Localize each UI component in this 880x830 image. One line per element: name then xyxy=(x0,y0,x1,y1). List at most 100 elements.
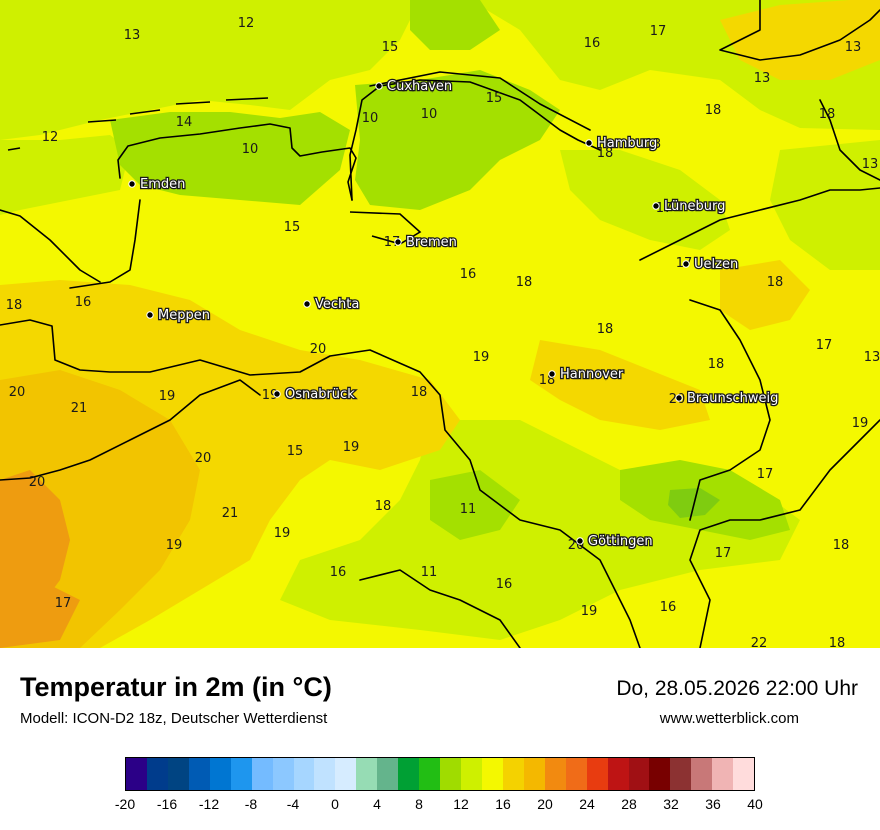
city-marker-vechta: Vechta xyxy=(303,296,361,313)
temperature-value-label: 13 xyxy=(124,28,141,43)
legend-tick-label: 0 xyxy=(331,796,339,812)
temperature-value-label: 17 xyxy=(55,596,72,611)
legend-swatch xyxy=(272,758,294,790)
city-label: Braunschweig xyxy=(687,391,778,406)
temperature-value-label: 13 xyxy=(864,350,880,365)
legend-tick-label: 40 xyxy=(747,796,763,812)
temperature-value-label: 12 xyxy=(238,16,255,31)
city-label: Osnabrück xyxy=(285,387,355,402)
temperature-zone-light-green xyxy=(430,470,520,540)
legend-swatch xyxy=(544,758,566,790)
temperature-value-labels: 13 12 15 16 17 13 13 15 10 10 18 18 12 14 10 18 13 13 17 15… xyxy=(6,16,880,648)
map-title: Temperatur in 2m (in °C) xyxy=(20,672,332,702)
legend-swatch xyxy=(419,758,441,790)
temperature-value-label: 14 xyxy=(176,115,193,130)
city-label: Lüneburg xyxy=(664,199,725,214)
temperature-zone-yellow-green xyxy=(770,140,880,270)
city-marker-braunschweig: Braunschweig xyxy=(675,390,780,407)
city-marker-hamburg: Hamburg xyxy=(585,135,659,152)
legend-swatch xyxy=(565,758,587,790)
temperature-value-label: 16 xyxy=(75,295,92,310)
legend-tick-label: 20 xyxy=(537,796,553,812)
temperature-value-label: 19 xyxy=(852,416,869,431)
legend-tick-label: -20 xyxy=(114,796,136,812)
temperature-value-label: 16 xyxy=(460,267,477,282)
temperature-value-label: 19 xyxy=(581,604,598,619)
legend-swatch xyxy=(209,758,231,790)
temperature-zone-yellow-green xyxy=(0,135,130,215)
temperature-value-label: 17 xyxy=(715,546,732,561)
temperature-value-label: 16 xyxy=(496,577,513,592)
color-scale-ticks: -20 -16 -12 -8 -4 0 4 8 12 16 20 24 28 32 36 40 xyxy=(115,796,763,816)
legend-swatch xyxy=(607,758,629,790)
city-label: Hamburg xyxy=(597,136,657,151)
temperature-value-label: 17 xyxy=(650,24,667,39)
temperature-value-label: 16 xyxy=(330,565,347,580)
temperature-value-label: 16 xyxy=(660,600,677,615)
temperature-value-label: 17 xyxy=(757,467,774,482)
temperature-value-label: 18 xyxy=(411,385,428,400)
city-label: Uelzen xyxy=(694,257,738,272)
temperature-value-label: 18 xyxy=(708,357,725,372)
temperature-value-label: 13 xyxy=(862,157,879,172)
temperature-value-label: 15 xyxy=(284,220,301,235)
city-label: Emden xyxy=(140,177,185,192)
temperature-value-label: 11 xyxy=(460,502,477,517)
city-dot-icon xyxy=(548,370,556,378)
legend-tick-label: 28 xyxy=(621,796,637,812)
temperature-value-label: 19 xyxy=(473,350,490,365)
temperature-value-label: 20 xyxy=(310,342,327,357)
city-marker-hannover: Hannover xyxy=(548,366,625,383)
city-marker-bremen: Bremen xyxy=(394,234,458,251)
legend-swatch xyxy=(691,758,713,790)
temperature-value-label: 15 xyxy=(382,40,399,55)
legend-tick-label: 16 xyxy=(495,796,511,812)
legend-tick-label: -12 xyxy=(198,796,220,812)
temperature-value-label: 10 xyxy=(421,107,438,122)
city-label: Meppen xyxy=(158,308,210,323)
temperature-zone-yellow-green xyxy=(0,0,880,140)
legend-tick-label: 36 xyxy=(705,796,721,812)
temperature-value-label: 13 xyxy=(754,71,771,86)
legend-swatch xyxy=(230,758,252,790)
legend-swatch xyxy=(440,758,461,790)
temperature-value-label: 20 xyxy=(9,385,26,400)
temperature-value-label: 18 xyxy=(829,636,846,648)
legend-swatch xyxy=(461,758,482,790)
temperature-value-label: 18 xyxy=(819,107,836,122)
temperature-zone-light-green xyxy=(410,0,500,50)
legend-swatch xyxy=(314,758,336,790)
legend-swatch xyxy=(586,758,608,790)
city-marker-lüneburg: Lüneburg xyxy=(652,198,727,215)
city-label: Bremen xyxy=(406,235,457,250)
temperature-value-label: 17 xyxy=(656,201,673,216)
temperature-value-label: 18 xyxy=(767,275,784,290)
city-marker-osnabrück: Osnabrück xyxy=(273,386,356,403)
city-label: Vechta xyxy=(315,297,359,312)
city-dot-icon xyxy=(576,537,584,545)
temperature-zone-light-green xyxy=(355,70,560,210)
city-dot-icon xyxy=(303,300,311,308)
model-subtitle: Modell: ICON-D2 18z, Deutscher Wetterdie… xyxy=(20,710,328,727)
city-label: Cuxhaven xyxy=(387,79,452,94)
temperature-zone-orange xyxy=(0,580,80,648)
temperature-value-label: 18 xyxy=(597,322,614,337)
forecast-datetime: Do, 28.05.2026 22:00 Uhr xyxy=(616,677,858,700)
city-marker-uelzen: Uelzen xyxy=(682,256,739,273)
temperature-value-label: 18 xyxy=(516,275,533,290)
legend-swatch xyxy=(523,758,545,790)
coastline xyxy=(0,0,880,648)
website-link[interactable]: www.wetterblick.com xyxy=(659,710,799,727)
legend-swatch xyxy=(251,758,273,790)
color-scale-legend xyxy=(125,757,755,791)
legend-tick-label: 12 xyxy=(453,796,469,812)
temperature-zone-warm-yellow xyxy=(530,340,710,430)
legend-swatch xyxy=(670,758,692,790)
city-marker-meppen: Meppen xyxy=(146,307,211,324)
temperature-value-label: 12 xyxy=(42,130,59,145)
city-label: Göttingen xyxy=(588,534,653,549)
temperature-value-label: 15 xyxy=(486,91,503,106)
legend-tick-label: 32 xyxy=(663,796,679,812)
temperature-value-label: 13 xyxy=(845,40,862,55)
temperature-value-label: 20 xyxy=(195,451,212,466)
